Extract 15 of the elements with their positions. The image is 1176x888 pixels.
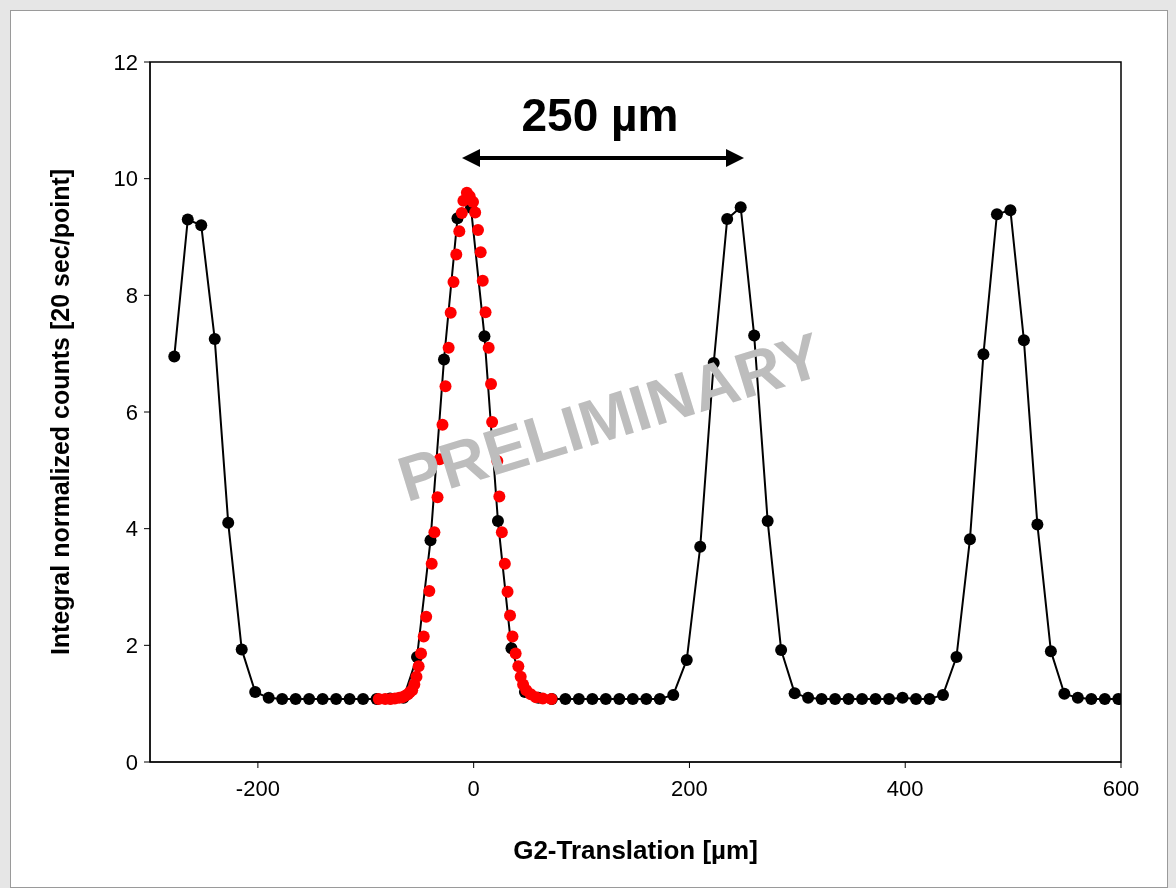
x-tick-label: 200 (671, 775, 708, 801)
x-tick-label: 600 (1102, 775, 1140, 801)
y-axis-title: Integral normalized counts [20 sec/point] (46, 167, 75, 658)
y-tick-label: 2 (125, 633, 138, 659)
y-tick-label: 8 (125, 283, 138, 309)
x-tick-label: 400 (886, 775, 924, 801)
y-tick-label: 6 (125, 399, 138, 425)
y-tick-label: 0 (125, 749, 138, 775)
y-tick-label: 10 (113, 166, 138, 192)
x-axis-title: G2-Translation [µm] (512, 835, 759, 866)
y-tick-label: 4 (125, 516, 138, 542)
x-tick-label: 0 (467, 775, 480, 801)
annotation: 250 µm (520, 88, 680, 142)
x-tick-label: -200 (235, 775, 280, 801)
y-tick-label: 12 (113, 49, 138, 75)
